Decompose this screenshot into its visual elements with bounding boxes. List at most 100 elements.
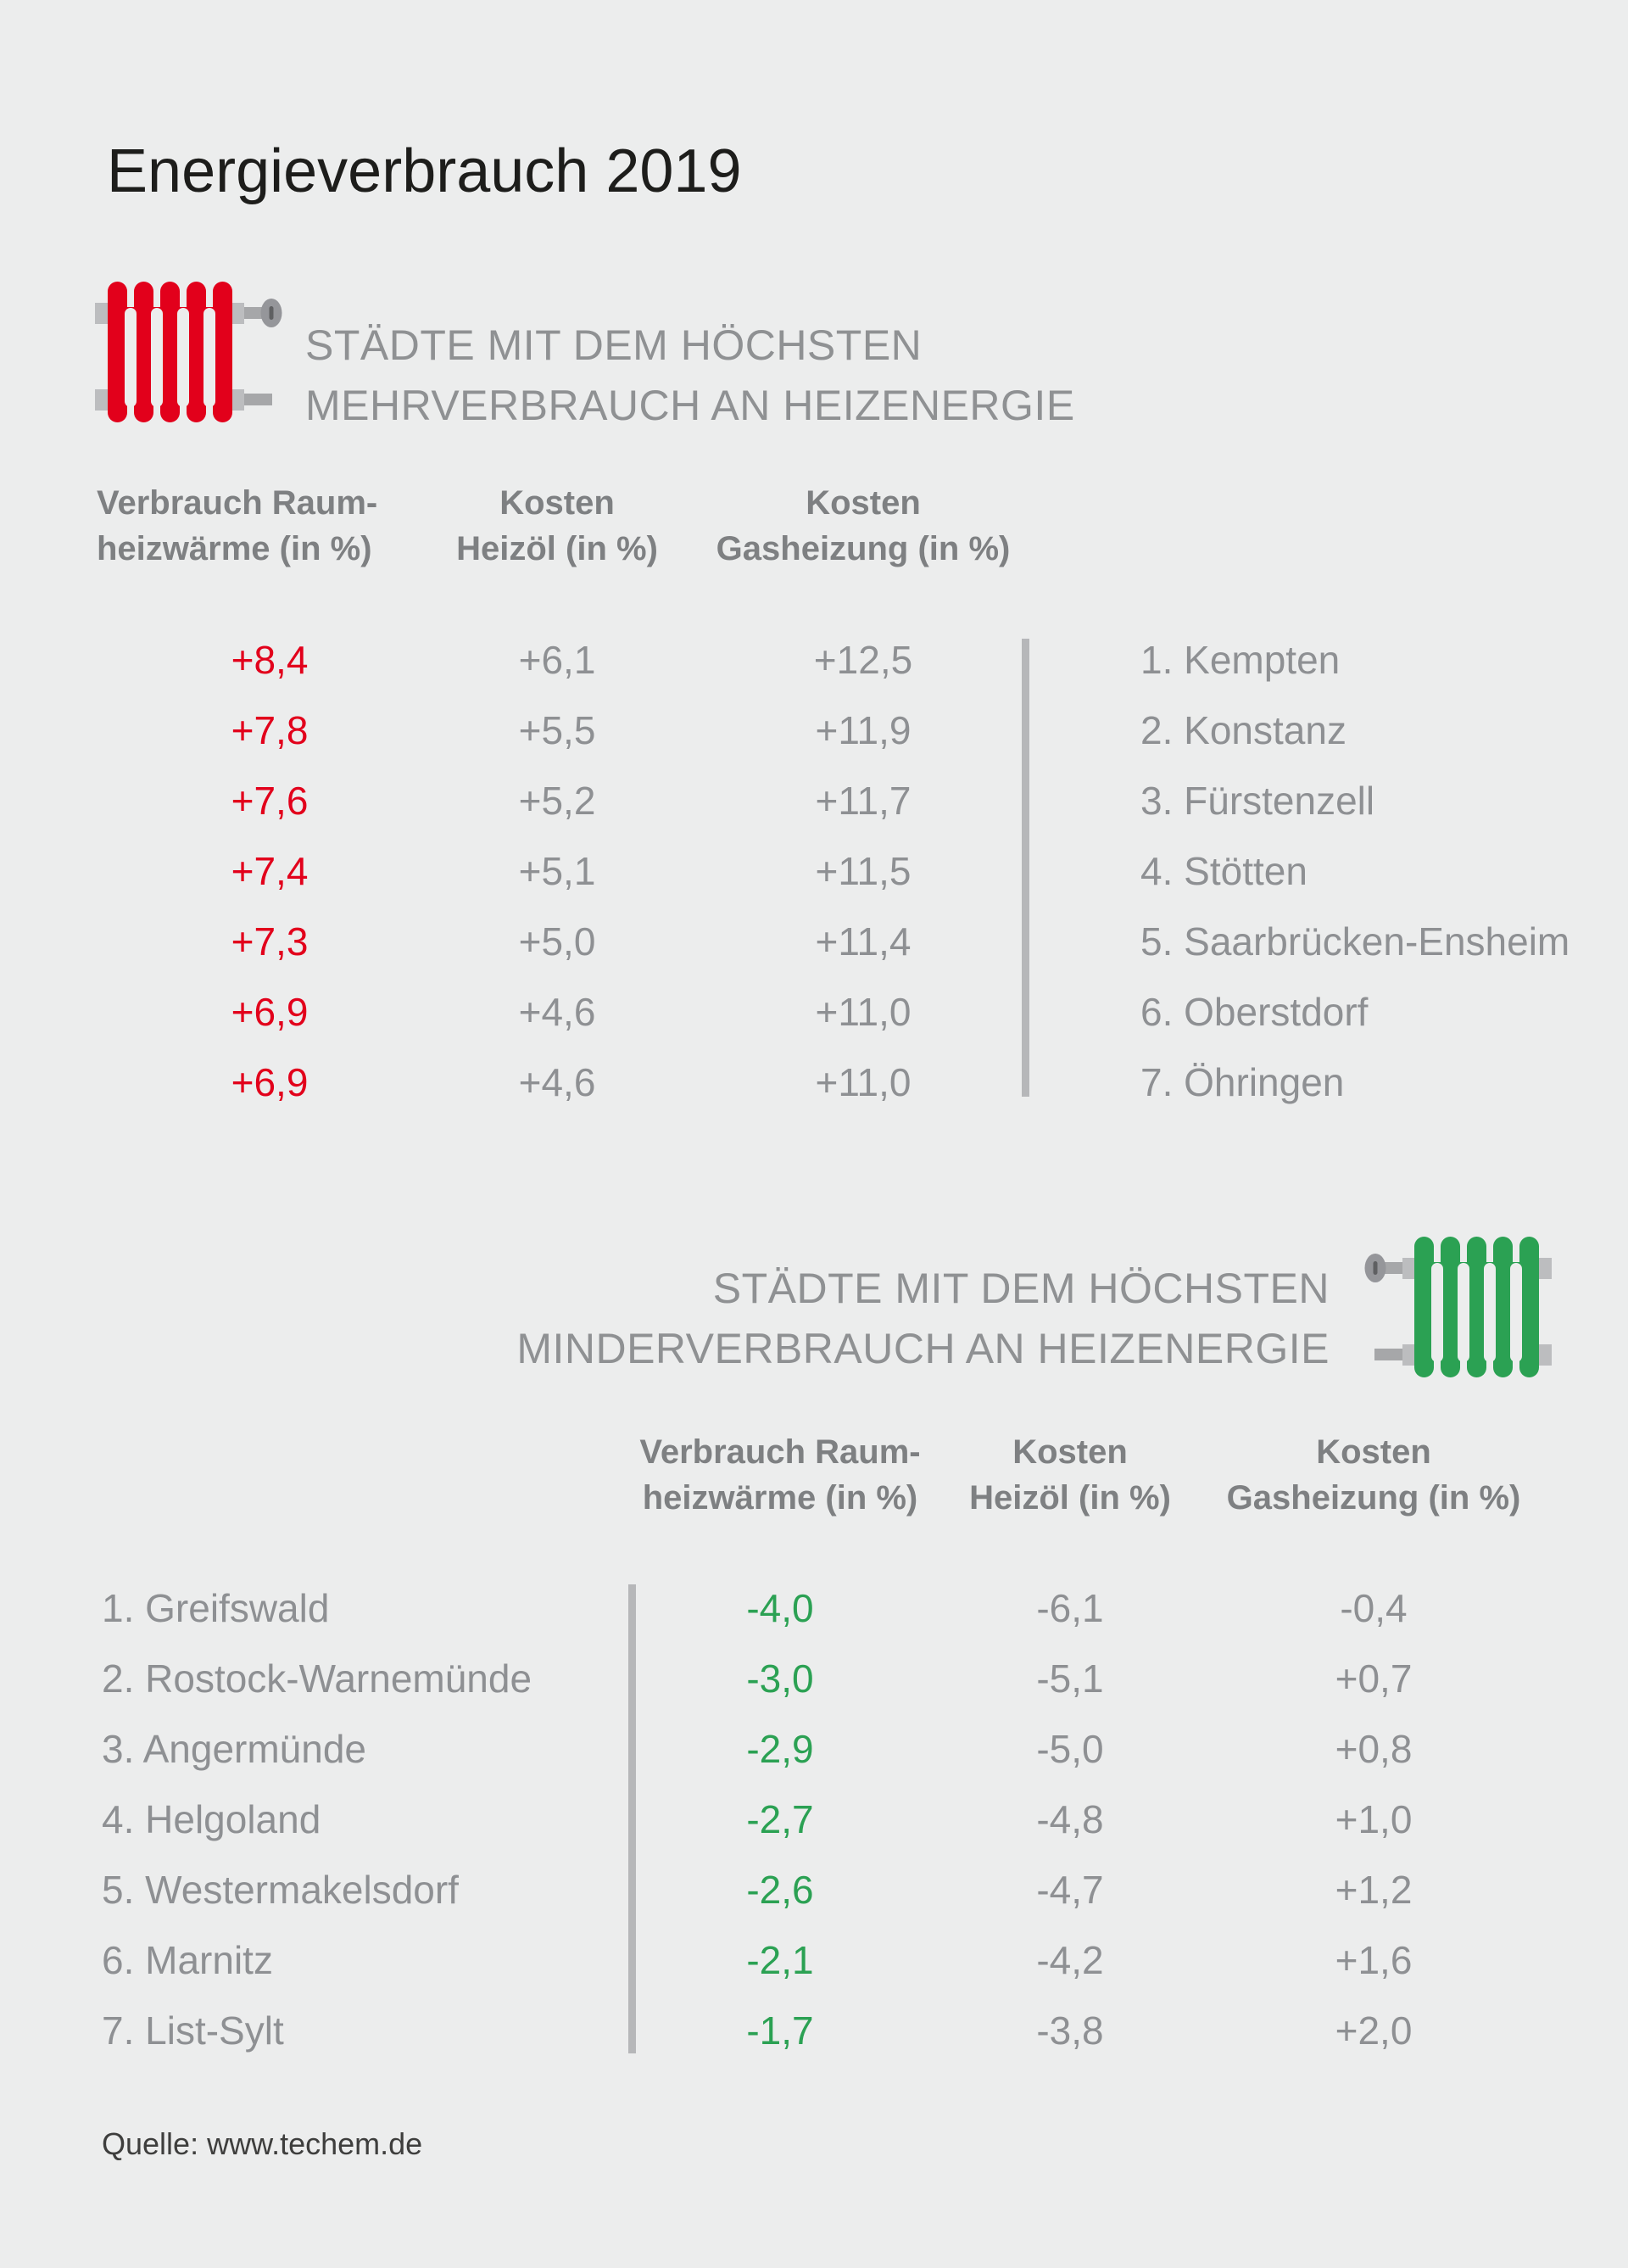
city-label: 1. Greifswald xyxy=(102,1586,330,1630)
value-verbrauch: -3,0 xyxy=(746,1656,814,1701)
value-heizoel: +5,1 xyxy=(518,849,596,893)
value-heizoel: -6,1 xyxy=(1036,1586,1104,1630)
section-increase-heading-line1: STÄDTE MIT DEM HÖCHSTEN xyxy=(305,321,923,369)
radiator-icon-red xyxy=(95,282,282,422)
column-header-line: Gasheizung (in %) xyxy=(716,530,1011,567)
value-verbrauch: +6,9 xyxy=(231,1060,309,1104)
value-heizoel: +4,6 xyxy=(518,1060,596,1104)
value-verbrauch: -2,7 xyxy=(746,1797,814,1841)
column-header-line: Kosten xyxy=(1316,1433,1431,1471)
table-row: +7,8 +5,5 +11,9 2. Konstanz xyxy=(0,707,1628,753)
value-verbrauch: +7,6 xyxy=(231,779,309,823)
value-heizoel: +6,1 xyxy=(518,638,596,682)
city-label: 3. Angermünde xyxy=(102,1727,367,1771)
section-decrease-heading-line1: STÄDTE MIT DEM HÖCHSTEN xyxy=(712,1265,1330,1312)
city-label: 5. Saarbrücken-Ensheim xyxy=(1140,919,1570,964)
value-gasheizung: +1,2 xyxy=(1335,1868,1413,1912)
table-row: +6,9 +4,6 +11,0 6. Oberstdorf xyxy=(0,989,1628,1035)
value-heizoel: -5,0 xyxy=(1036,1727,1104,1771)
table-row: 3. Angermünde -2,9 -5,0 +0,8 xyxy=(0,1726,1628,1772)
value-gasheizung: +1,0 xyxy=(1335,1797,1413,1841)
value-gasheizung: +11,4 xyxy=(815,919,912,964)
table-row: 2. Rostock-Warnemünde -3,0 -5,1 +0,7 xyxy=(0,1656,1628,1701)
city-label: 1. Kempten xyxy=(1140,638,1341,682)
vertical-divider xyxy=(628,1584,636,2053)
table-row: 4. Helgoland -2,7 -4,8 +1,0 xyxy=(0,1796,1628,1842)
city-label: 5. Westermakelsdorf xyxy=(102,1868,459,1912)
city-label: 7. Öhringen xyxy=(1140,1060,1345,1104)
table-row: 6. Marnitz -2,1 -4,2 +1,6 xyxy=(0,1937,1628,1983)
radiator-icon-green xyxy=(1364,1237,1552,1377)
city-label: 6. Oberstdorf xyxy=(1140,990,1369,1034)
table-row: +7,3 +5,0 +11,4 5. Saarbrücken-Ensheim xyxy=(0,919,1628,964)
table-row: 5. Westermakelsdorf -2,6 -4,7 +1,2 xyxy=(0,1867,1628,1913)
city-label: 2. Konstanz xyxy=(1140,708,1346,752)
value-verbrauch: -2,9 xyxy=(746,1727,814,1771)
value-verbrauch: +8,4 xyxy=(231,638,309,682)
vertical-divider xyxy=(1022,639,1029,1097)
city-label: 3. Fürstenzell xyxy=(1140,779,1375,823)
value-heizoel: -4,7 xyxy=(1036,1868,1104,1912)
value-verbrauch: +7,4 xyxy=(231,849,309,893)
column-header-heizoel: Kosten Heizöl (in %) xyxy=(456,480,658,572)
value-gasheizung: +0,8 xyxy=(1335,1727,1413,1771)
column-header-line: Kosten xyxy=(499,484,615,522)
city-label: 4. Stötten xyxy=(1140,849,1307,893)
column-header-line: Kosten xyxy=(806,484,921,522)
section-increase-heading: STÄDTE MIT DEM HÖCHSTEN MEHRVERBRAUCH AN… xyxy=(305,316,1075,436)
column-header-gasheizung: Kosten Gasheizung (in %) xyxy=(716,480,1011,572)
section-decrease-heading: STÄDTE MIT DEM HÖCHSTEN MINDERVERBRAUCH … xyxy=(516,1259,1330,1379)
value-gasheizung: +11,0 xyxy=(815,990,912,1034)
value-gasheizung: +2,0 xyxy=(1335,2008,1413,2053)
column-header-line: Kosten xyxy=(1012,1433,1128,1471)
table-row: +7,4 +5,1 +11,5 4. Stötten xyxy=(0,848,1628,894)
section-increase-heading-line2: MEHRVERBRAUCH AN HEIZENERGIE xyxy=(305,382,1075,429)
value-gasheizung: +11,9 xyxy=(815,708,912,752)
value-verbrauch: +6,9 xyxy=(231,990,309,1034)
column-header-verbrauch: Verbrauch Raum- heizwärme (in %) xyxy=(97,480,377,572)
column-header-line: Gasheizung (in %) xyxy=(1226,1479,1521,1517)
value-gasheizung: +11,0 xyxy=(815,1060,912,1104)
column-header-line: Heizöl (in %) xyxy=(969,1479,1171,1517)
city-label: 7. List-Sylt xyxy=(102,2008,284,2053)
table-row: +8,4 +6,1 +12,5 1. Kempten xyxy=(0,637,1628,683)
value-heizoel: -5,1 xyxy=(1036,1656,1104,1701)
value-heizoel: -3,8 xyxy=(1036,2008,1104,2053)
value-heizoel: +4,6 xyxy=(518,990,596,1034)
column-header-line: Verbrauch Raum- xyxy=(97,484,378,522)
section-decrease-heading-line2: MINDERVERBRAUCH AN HEIZENERGIE xyxy=(516,1325,1330,1372)
table-row: +7,6 +5,2 +11,7 3. Fürstenzell xyxy=(0,778,1628,824)
value-gasheizung: +1,6 xyxy=(1335,1938,1413,1982)
value-gasheizung: -0,4 xyxy=(1340,1586,1408,1630)
source-note: Quelle: www.techem.de xyxy=(102,2126,423,2161)
column-header-line: Verbrauch Raum- xyxy=(639,1433,921,1471)
value-gasheizung: +11,5 xyxy=(815,849,912,893)
column-header-gasheizung: Kosten Gasheizung (in %) xyxy=(1227,1429,1521,1521)
column-header-heizoel: Kosten Heizöl (in %) xyxy=(969,1429,1171,1521)
value-heizoel: -4,8 xyxy=(1036,1797,1104,1841)
value-verbrauch: -2,1 xyxy=(746,1938,814,1982)
column-header-line: heizwärme (in %) xyxy=(642,1479,918,1517)
value-verbrauch: -4,0 xyxy=(746,1586,814,1630)
value-verbrauch: -2,6 xyxy=(746,1868,814,1912)
table-row: 1. Greifswald -4,0 -6,1 -0,4 xyxy=(0,1585,1628,1631)
value-gasheizung: +0,7 xyxy=(1335,1656,1413,1701)
value-heizoel: -4,2 xyxy=(1036,1938,1104,1982)
value-verbrauch: +7,3 xyxy=(231,919,309,964)
value-gasheizung: +11,7 xyxy=(815,779,912,823)
value-verbrauch: +7,8 xyxy=(231,708,309,752)
table-row: 7. List-Sylt -1,7 -3,8 +2,0 xyxy=(0,2008,1628,2053)
value-heizoel: +5,2 xyxy=(518,779,596,823)
value-gasheizung: +12,5 xyxy=(813,638,913,682)
value-heizoel: +5,0 xyxy=(518,919,596,964)
page-title: Energieverbrauch 2019 xyxy=(107,137,742,206)
city-label: 4. Helgoland xyxy=(102,1797,321,1841)
column-header-line: heizwärme (in %) xyxy=(97,530,372,567)
city-label: 6. Marnitz xyxy=(102,1938,273,1982)
column-header-line: Heizöl (in %) xyxy=(456,530,658,567)
column-header-verbrauch: Verbrauch Raum- heizwärme (in %) xyxy=(639,1429,920,1521)
value-heizoel: +5,5 xyxy=(518,708,596,752)
table-row: +6,9 +4,6 +11,0 7. Öhringen xyxy=(0,1059,1628,1105)
value-verbrauch: -1,7 xyxy=(746,2008,814,2053)
